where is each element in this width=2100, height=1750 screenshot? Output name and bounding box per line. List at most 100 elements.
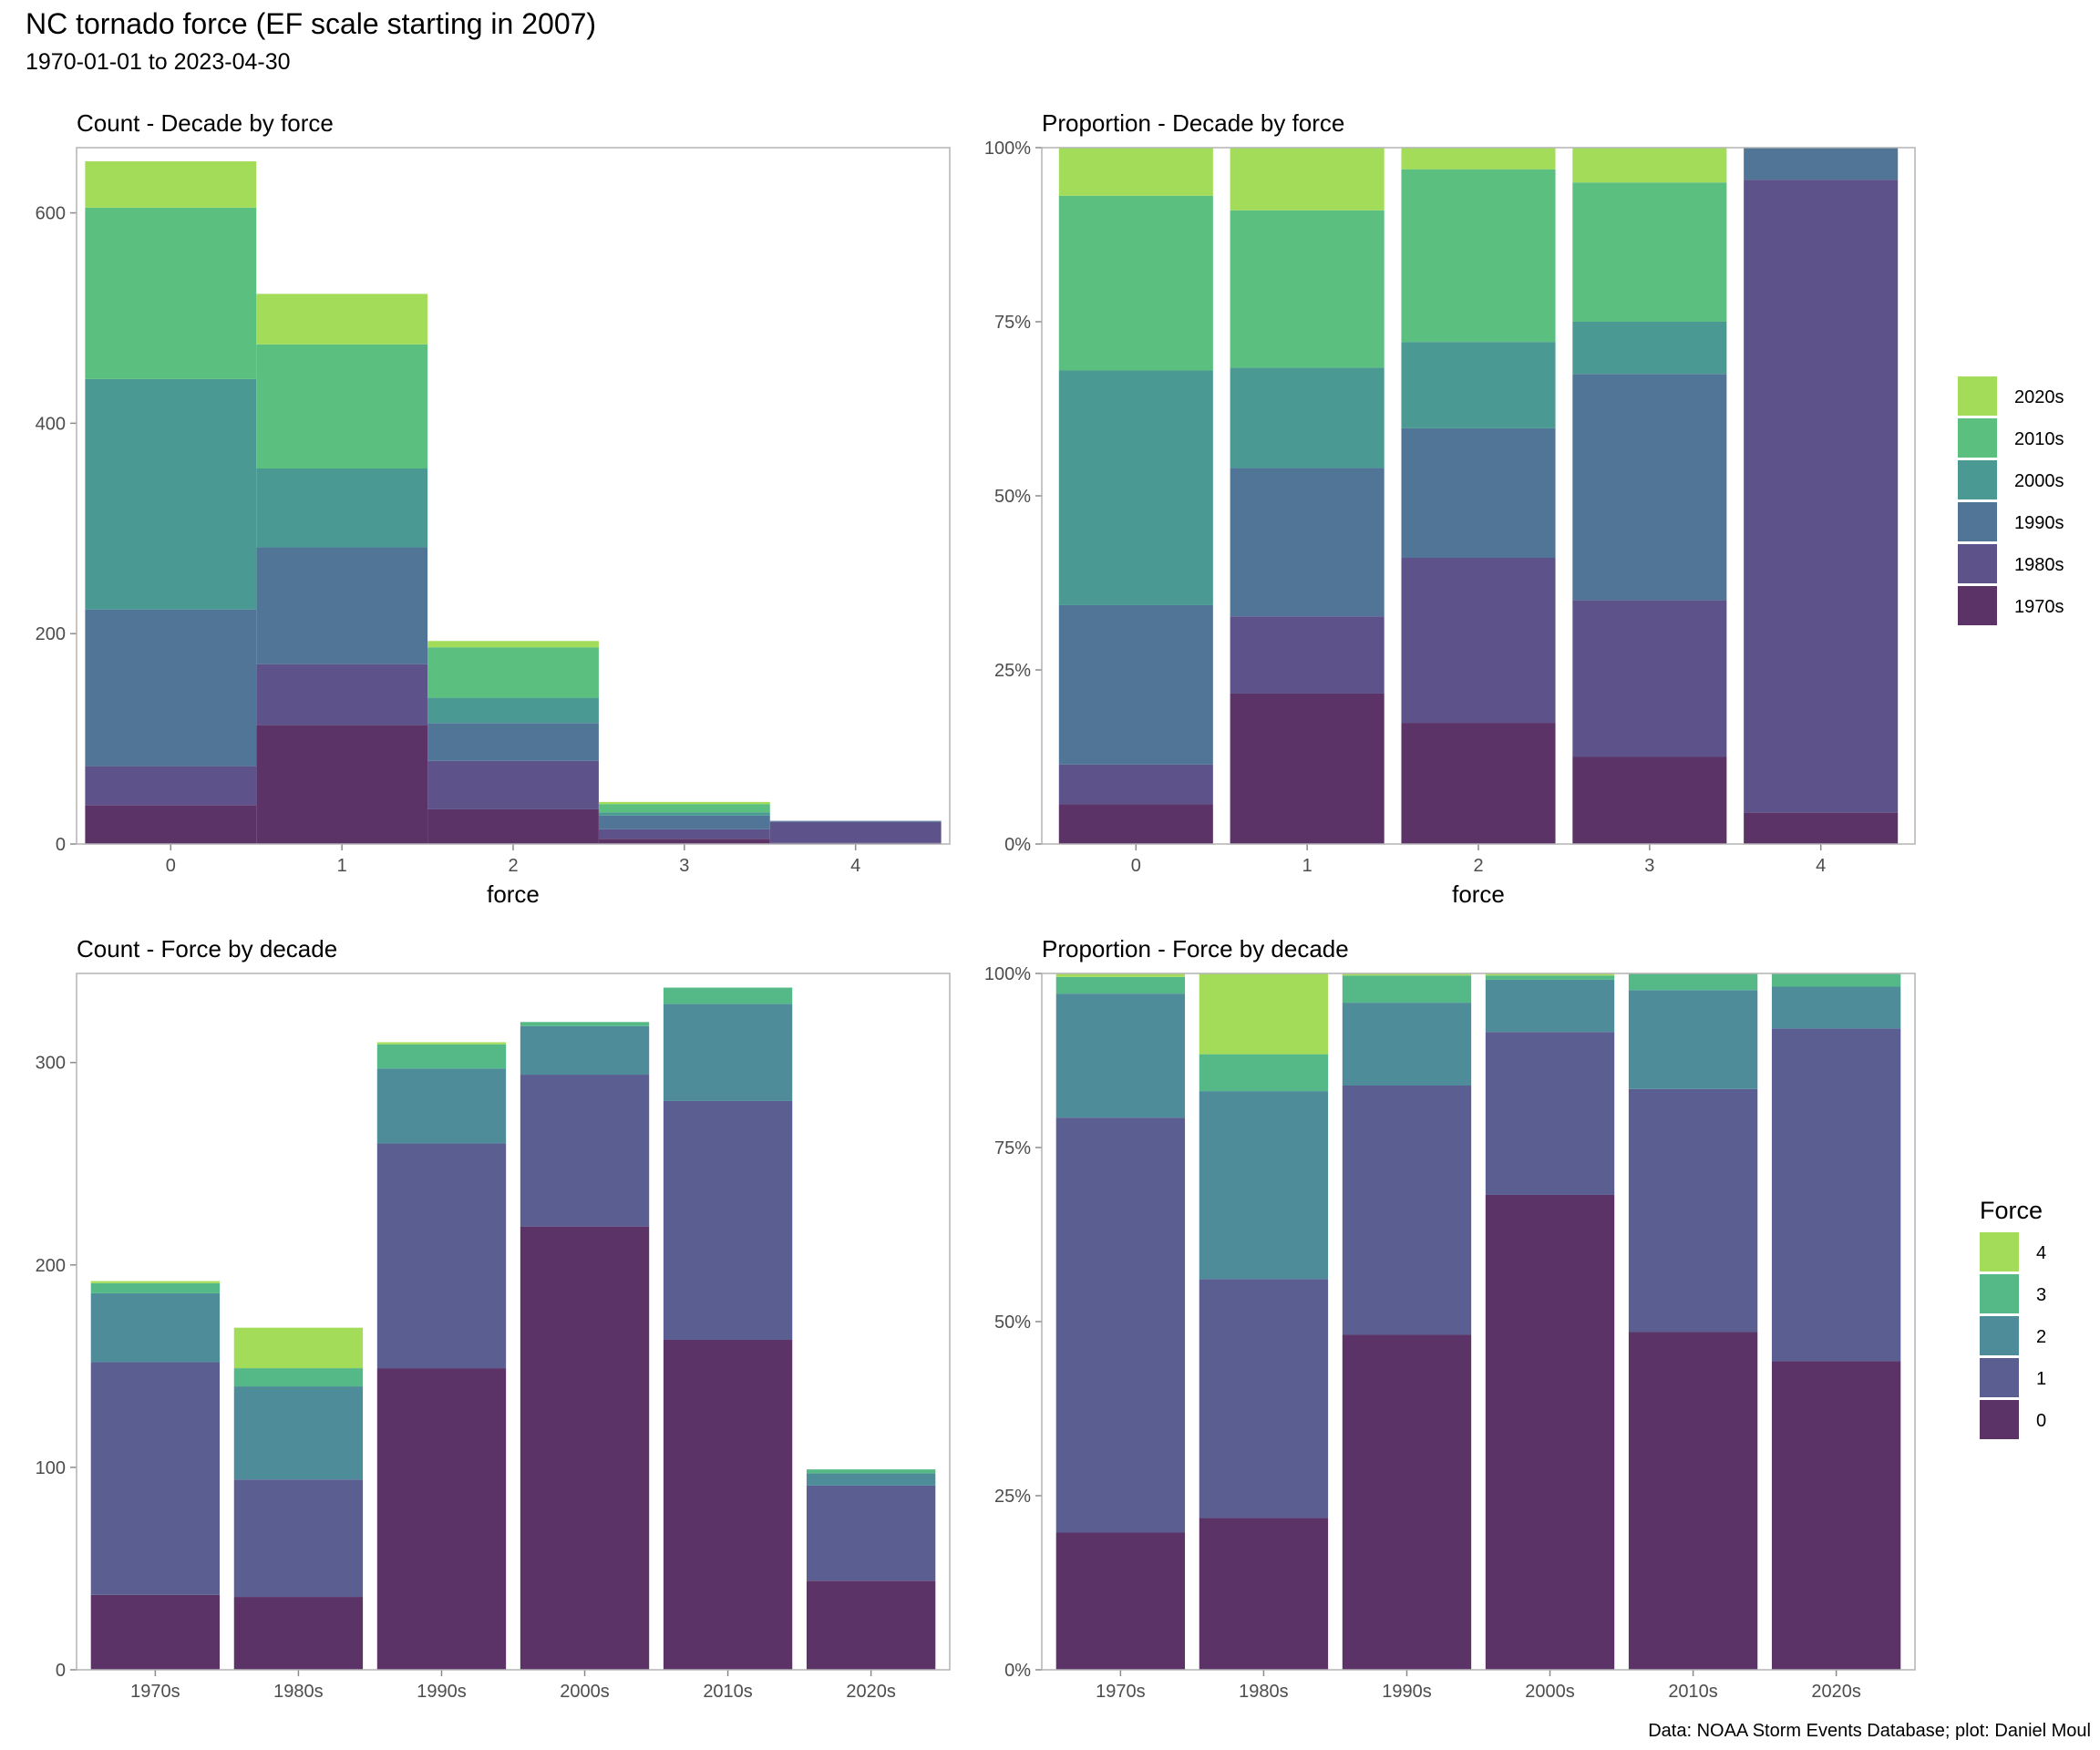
bar-1980s-0	[1199, 1518, 1329, 1670]
bar-1990s-0	[376, 1368, 507, 1670]
bar-2010s-0	[663, 1339, 793, 1670]
legend-label-2020s: 2020s	[2014, 387, 2064, 407]
legend-swatch-0	[1980, 1400, 2019, 1439]
x-tick-label: 1980s	[273, 1682, 324, 1702]
bar-2-1990s	[427, 723, 599, 761]
panel-count-force-by-decade: Count - Force by decade 0 100 200 300 1970s 19…	[36, 935, 951, 1702]
y-tick-label: 0	[56, 835, 66, 855]
y-tick-label: 100%	[984, 139, 1031, 159]
bar-4-1990s	[1744, 148, 1899, 180]
bar-3-2010s	[598, 804, 770, 813]
bar-2-2020s	[1401, 148, 1556, 170]
bar-4-1990s	[769, 820, 942, 822]
x-tick-label: 1980s	[1239, 1682, 1289, 1702]
bar-3-1990s	[598, 815, 770, 829]
x-tick-label: 1	[337, 856, 347, 876]
y-tick-label: 75%	[994, 313, 1031, 333]
x-tick-label: 4	[850, 856, 860, 876]
figure-subtitle: 1970-01-01 to 2023-04-30	[26, 49, 291, 75]
panel-count-decade-by-force: Count - Decade by force 0 200 400 600 0 1 2 3 4 fo…	[36, 109, 951, 908]
bar-3-1970s	[598, 839, 770, 844]
legend-force: Force 4 3 2 1 0	[1980, 1197, 2046, 1439]
y-tick-label: 25%	[994, 1487, 1031, 1507]
bar-1980s-1	[1199, 1279, 1329, 1518]
bar-2-2020s	[427, 641, 599, 648]
bar-0-1980s	[1058, 764, 1213, 805]
legend-swatch-4	[1980, 1232, 2019, 1271]
bar-1970s-2	[1055, 993, 1186, 1118]
bar-1970s-4	[90, 1281, 221, 1283]
bar-3-1980s	[1572, 600, 1727, 757]
legend-label-2: 2	[2036, 1327, 2046, 1347]
x-tick-label: 1990s	[417, 1682, 467, 1702]
legend-decade: 2020s 2010s 2000s 1990s 1980s 1970s	[1958, 376, 2064, 625]
bar-1970s-0	[1055, 1532, 1186, 1670]
bar-2-2010s	[427, 647, 599, 698]
bar-1990s-2	[1342, 1003, 1472, 1086]
legend-label-1: 1	[2036, 1369, 2046, 1389]
bar-4-1980s	[769, 821, 942, 843]
x-tick-label: 2	[508, 856, 518, 876]
bar-3-2010s	[1572, 182, 1727, 322]
legend-swatch-3	[1980, 1274, 2019, 1313]
bar-2010s-0	[1628, 1332, 1758, 1670]
y-tick-label: 50%	[994, 1312, 1031, 1333]
x-tick-label: 4	[1816, 856, 1826, 876]
bar-0-2000s	[1058, 370, 1213, 605]
bar-0-1980s	[85, 766, 257, 806]
bar-3-2000s	[1572, 322, 1727, 375]
plot-border	[76, 147, 951, 845]
bar-1970s-3	[1055, 976, 1186, 994]
bar-2010s-1	[1628, 1088, 1758, 1333]
bar-1980s-3	[233, 1368, 364, 1387]
x-tick-label: 2	[1473, 856, 1483, 876]
bar-1990s-3	[376, 1044, 507, 1069]
legend-label-3: 3	[2036, 1285, 2046, 1305]
x-tick-label: 1970s	[1096, 1682, 1146, 1702]
bar-0-1970s	[1058, 804, 1213, 844]
y-tick-label: 50%	[994, 487, 1031, 507]
legend-swatch-2010s	[1958, 418, 1997, 458]
x-tick-label: 1990s	[1382, 1682, 1432, 1702]
bar-2020s-1	[1771, 1028, 1901, 1362]
bar-1970s-4	[1055, 973, 1186, 977]
bar-0-1970s	[85, 805, 257, 844]
bar-2020s-0	[806, 1580, 936, 1670]
plot-border	[1041, 973, 1916, 1671]
bar-2010s-2	[1628, 990, 1758, 1089]
legend-label-2000s: 2000s	[2014, 471, 2064, 491]
y-tick-label: 100%	[984, 964, 1031, 984]
legend-swatch-1	[1980, 1358, 2019, 1397]
bar-1-1990s	[1230, 468, 1385, 617]
bar-0-1990s	[1058, 604, 1213, 765]
x-tick-label: 2000s	[1525, 1682, 1575, 1702]
bar-1980s-2	[1199, 1091, 1329, 1280]
figure-title: NC tornado force (EF scale starting in 2…	[26, 7, 597, 40]
bar-2020s-3	[806, 1469, 936, 1474]
bar-0-2020s	[85, 161, 257, 208]
figure-caption: Data: NOAA Storm Events Database; plot: …	[1648, 1721, 2091, 1741]
bar-3-2020s	[1572, 148, 1727, 183]
bar-2000s-2	[1485, 979, 1615, 1033]
bar-1-1980s	[1230, 616, 1385, 694]
bar-0-2010s	[1058, 195, 1213, 371]
bar-2010s-1	[663, 1100, 793, 1340]
legend-label-1970s: 1970s	[2014, 597, 2064, 617]
bar-1-1970s	[1230, 693, 1385, 844]
x-tick-label: 3	[1644, 856, 1654, 876]
bar-1970s-1	[1055, 1117, 1186, 1533]
y-tick-label: 100	[36, 1458, 66, 1478]
bar-2-2000s	[1401, 342, 1556, 428]
bar-1990s-1	[1342, 1086, 1472, 1335]
bar-1990s-4	[376, 1042, 507, 1045]
bar-2-1980s	[427, 760, 599, 809]
bar-4-1980s	[1744, 180, 1899, 813]
legend-title: Force	[1980, 1197, 2043, 1224]
x-axis-title: force	[487, 880, 540, 908]
bar-1970s-3	[90, 1282, 221, 1293]
x-tick-label: 2020s	[846, 1682, 896, 1702]
legend-label-1980s: 1980s	[2014, 555, 2064, 575]
bar-2000s-2	[520, 1025, 650, 1076]
plot-background	[1042, 973, 1915, 1670]
